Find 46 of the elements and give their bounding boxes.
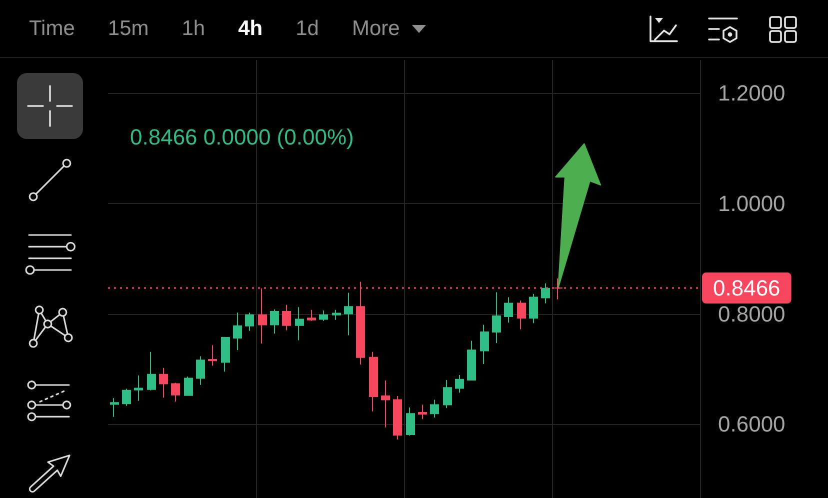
candlestick <box>307 309 316 322</box>
candlestick <box>332 309 341 320</box>
candlestick <box>504 296 513 324</box>
text: 1d <box>296 16 319 42</box>
candlestick <box>393 395 402 440</box>
candlestick <box>467 340 476 380</box>
candlestick <box>134 375 143 402</box>
candlestick <box>492 292 501 344</box>
y-tick-label: 1.2000 <box>718 80 786 106</box>
candlestick <box>295 306 304 341</box>
candlestick <box>147 351 156 391</box>
candlestick <box>245 312 254 332</box>
candlestick <box>221 336 230 372</box>
candlestick <box>455 374 464 394</box>
candlestick <box>270 308 279 334</box>
y-tick-label: 1.0000 <box>718 190 786 216</box>
candlestick <box>184 376 193 396</box>
y-tick-label: 0.8000 <box>718 301 786 326</box>
candlestick <box>233 312 242 351</box>
candlestick <box>208 344 217 366</box>
candlestick <box>430 399 439 418</box>
candlestick <box>122 388 131 406</box>
candlestick <box>381 380 390 428</box>
candlestick <box>282 304 291 331</box>
candlestick <box>443 379 452 409</box>
candlestick <box>369 351 378 412</box>
text: More <box>352 16 400 42</box>
candlestick <box>529 293 538 324</box>
ref-line-label: 0.8466 <box>713 276 780 301</box>
text: 0.8466 0.0000 (0.00%) <box>130 124 354 150</box>
candlestick <box>171 382 180 402</box>
candlestick <box>319 310 328 322</box>
candlestick <box>159 367 168 398</box>
candlestick <box>344 292 353 336</box>
y-tick-label: 0.6000 <box>718 412 786 437</box>
candlestick <box>110 398 119 418</box>
text: 4h <box>238 16 263 42</box>
candlestick <box>517 300 526 330</box>
candlestick <box>196 356 205 386</box>
candlestick <box>541 282 550 304</box>
candlestick <box>406 407 415 436</box>
text: 1h <box>182 16 206 42</box>
text: 15m <box>108 16 149 42</box>
candlestick <box>418 404 427 420</box>
candlestick <box>480 324 489 364</box>
text: Time <box>29 16 75 42</box>
